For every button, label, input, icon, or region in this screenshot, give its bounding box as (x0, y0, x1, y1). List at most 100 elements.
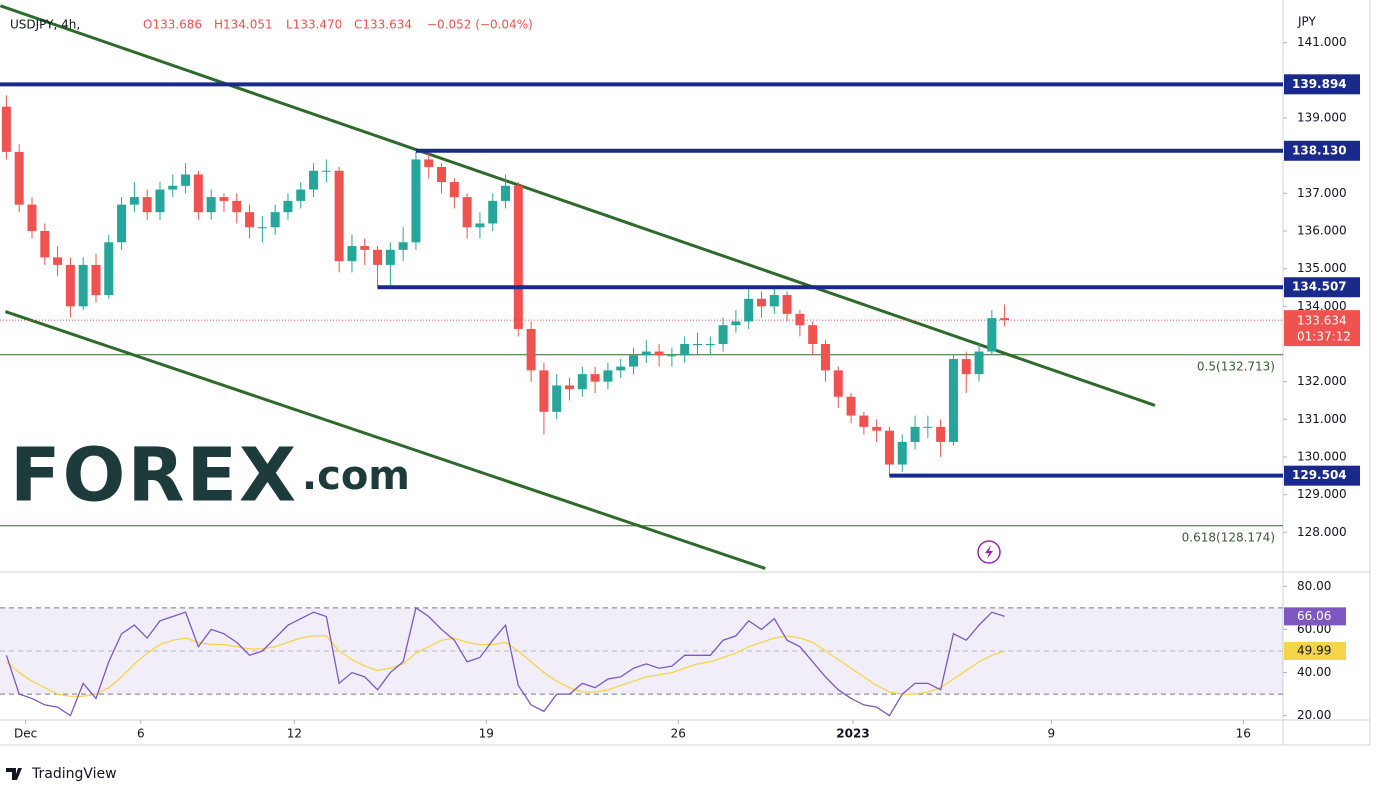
candle-body (501, 185, 511, 201)
level-tag-label: 139.894 (1292, 77, 1347, 91)
candle-body (283, 200, 293, 213)
candle-body (129, 197, 139, 205)
candle-body (53, 257, 63, 265)
candle-body (629, 355, 639, 367)
candle-body (859, 415, 869, 427)
candle-body (257, 227, 267, 229)
trendline (0, 4, 1156, 407)
candle-body (296, 189, 306, 201)
candle-body (155, 189, 165, 213)
x-tick-label: 12 (287, 727, 302, 741)
candle-body (475, 223, 485, 228)
candle-body (539, 370, 549, 412)
fib-label: 0.5(132.713) (1197, 359, 1275, 373)
rsi-line (5, 606, 1005, 717)
candle-body (91, 264, 101, 296)
candle-body (948, 359, 958, 442)
level-tag-label: 134.507 (1292, 280, 1347, 294)
rsi-tick-label: 80.00 (1297, 579, 1331, 593)
y-tick-label: 139.000 (1297, 111, 1347, 125)
y-tick-label: 137.000 (1297, 186, 1347, 200)
level-tag (1284, 277, 1360, 298)
candle-body (987, 318, 997, 352)
x-tick-label: Dec (14, 727, 37, 741)
level-tag-label: 138.130 (1292, 143, 1347, 157)
candle-body (872, 426, 882, 431)
watermark-suffix: .com (302, 453, 410, 499)
candle-body (795, 313, 805, 326)
y-tick-label: 135.000 (1297, 261, 1347, 275)
y-tick-label: 141.000 (1297, 35, 1347, 49)
candle-body (641, 351, 651, 356)
x-tick-label: 9 (1048, 727, 1056, 741)
candle-body (104, 242, 114, 296)
candle-body (181, 174, 191, 186)
candle-body (117, 204, 127, 243)
ohlc-open: O133.686 (143, 18, 202, 32)
candle-body (769, 295, 779, 307)
candle-body (14, 151, 24, 205)
candle-body (974, 351, 984, 375)
level-tag (1284, 465, 1360, 486)
event-icon[interactable] (977, 540, 1001, 564)
candle-body (910, 426, 920, 442)
rsi-tick-label: 40.00 (1297, 665, 1331, 679)
ohlc-low: L133.470 (286, 18, 342, 32)
candle-body (488, 200, 498, 224)
candle-body (756, 298, 766, 307)
candle-body (206, 197, 216, 213)
ohlc-high: H134.051 (214, 18, 273, 32)
candle-body (424, 159, 434, 167)
candle-body (27, 204, 37, 231)
candle-body (347, 246, 357, 262)
candle-body (654, 351, 664, 356)
y-tick-label: 132.000 (1297, 374, 1347, 388)
rsi-tag (1284, 607, 1346, 626)
candle-body (193, 174, 203, 213)
rsi-tick-label: 20.00 (1297, 708, 1331, 722)
candle-body (398, 242, 408, 250)
y-tick-label: 128.000 (1297, 525, 1347, 539)
candle-body (680, 344, 690, 356)
footer-brand: TradingView (31, 766, 117, 782)
x-tick-label: 6 (137, 727, 145, 741)
candle-body (820, 344, 830, 371)
candle-body (936, 426, 946, 442)
candle-body (961, 359, 971, 375)
x-tick-label: 16 (1236, 727, 1251, 741)
candle-body (616, 366, 626, 371)
level-tag (1284, 74, 1360, 95)
watermark-brand: FOREX (10, 433, 298, 519)
candle-body (462, 197, 472, 228)
candle-body (373, 249, 383, 265)
level-tag (1284, 140, 1360, 161)
candle-body (705, 344, 715, 345)
candle-body (40, 231, 50, 258)
candle-body (1, 106, 11, 152)
candle-body (168, 185, 178, 190)
tv-logo (6, 768, 22, 780)
candle-body (78, 264, 88, 307)
fib-label: 0.618(128.174) (1182, 530, 1275, 544)
candle-body (449, 182, 459, 198)
candle-body (321, 170, 331, 172)
candle-body (245, 212, 255, 228)
candle-body (411, 159, 421, 243)
candle-body (309, 170, 319, 190)
candle-body (744, 298, 754, 322)
candle-body (692, 344, 702, 345)
candle-body (577, 374, 587, 390)
candle-body (552, 385, 562, 412)
rsi-ma-tag-label: 49.99 (1297, 644, 1331, 658)
rsi-ma-tag (1284, 642, 1346, 661)
candle-body (334, 170, 344, 262)
y-tick-label: 130.000 (1297, 450, 1347, 464)
candle-body (565, 385, 575, 390)
rsi-ma-line (5, 635, 1005, 697)
candle-body (833, 370, 843, 397)
countdown-label: 01:37:12 (1297, 330, 1351, 344)
candle-body (731, 321, 741, 326)
ohlc-close: C133.634 (354, 18, 412, 32)
